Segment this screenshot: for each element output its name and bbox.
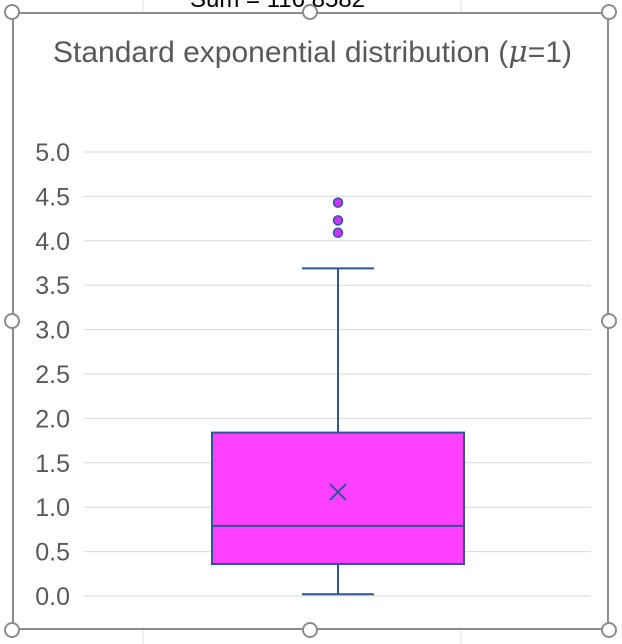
y-tick-label: 5.0	[35, 139, 70, 167]
resize-handle-top-right[interactable]	[601, 4, 617, 20]
chart-title-symbol: μ	[508, 35, 528, 70]
chart-title: Standard exponential distribution (μ=1)	[14, 32, 611, 73]
resize-handle-middle-left[interactable]	[4, 313, 20, 329]
chart-area[interactable]: Standard exponential distribution (μ=1) …	[12, 12, 609, 630]
y-tick-label: 1.0	[35, 494, 70, 522]
y-tick-label: 4.5	[35, 183, 70, 211]
resize-handle-bottom-right[interactable]	[601, 622, 617, 638]
outlier-point	[332, 215, 344, 226]
cell-sum-text: Sum = 116.8582	[190, 0, 480, 12]
chart-title-suffix: =1)	[527, 36, 572, 69]
y-tick-label: 0.0	[35, 583, 70, 611]
y-tick-label: 2.0	[35, 405, 70, 433]
resize-handle-middle-right[interactable]	[601, 313, 617, 329]
outlier-point	[332, 197, 344, 208]
outlier-point	[332, 227, 344, 239]
y-tick-label: 3.5	[35, 272, 70, 300]
y-tick-label: 3.0	[35, 317, 70, 345]
resize-handle-bottom-center[interactable]	[302, 622, 318, 638]
y-tick-label: 4.0	[35, 228, 70, 256]
box-iqr	[211, 431, 465, 566]
resize-handle-top-center[interactable]	[302, 4, 318, 20]
resize-handle-bottom-left[interactable]	[4, 622, 20, 638]
mean-marker	[329, 483, 347, 501]
plot-area: 0.0 0.5 1.0 1.5 2.0 2.5 3.0 3.5 4.0 4.5 5.0	[35, 139, 591, 611]
y-tick-label: 1.5	[35, 450, 70, 478]
resize-handle-top-left[interactable]	[4, 4, 20, 20]
y-tick-label: 0.5	[35, 539, 70, 567]
chart-title-prefix: Standard exponential distribution (	[53, 36, 509, 69]
y-tick-label: 2.5	[35, 361, 70, 389]
